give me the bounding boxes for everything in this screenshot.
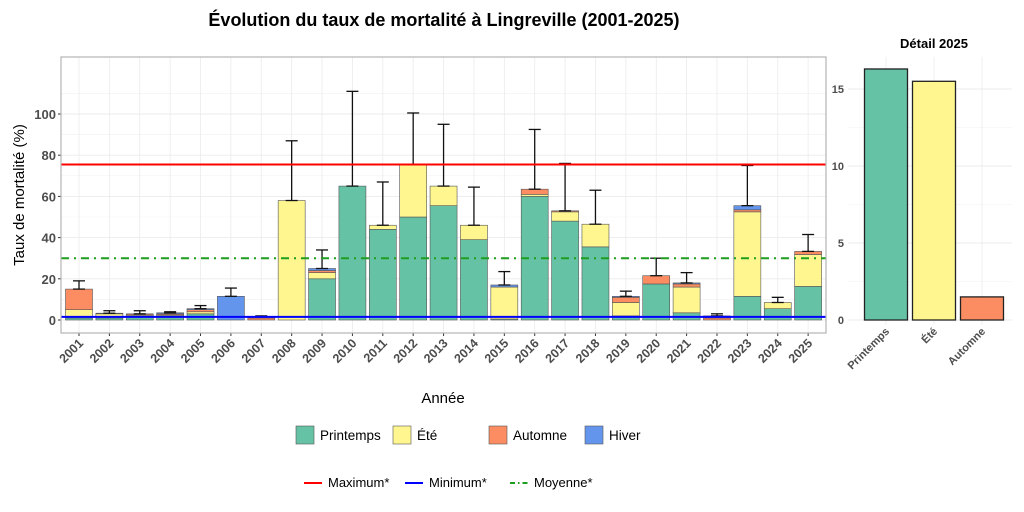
- bar-segment-automne: [186, 309, 215, 313]
- x-tick-label: 2025: [786, 336, 816, 366]
- x-tick-label: 2006: [208, 336, 238, 366]
- y-tick-label: 100: [34, 107, 56, 122]
- x-tick-label: Printemps: [846, 326, 893, 373]
- detail-bar: [911, 80, 957, 321]
- legend-label: Été: [417, 428, 437, 443]
- legend-swatch: [392, 425, 412, 445]
- bar-segment-automne: [65, 288, 93, 311]
- bar-segment-ete: [520, 194, 549, 197]
- x-tick-label: 2022: [695, 336, 725, 366]
- bar-segment-ete: [551, 211, 579, 222]
- bar-segment-ete: [612, 302, 640, 317]
- bar-segment-ete: [672, 286, 701, 314]
- bar-segment-automne: [247, 317, 276, 321]
- chart-title: Évolution du taux de mortalité à Lingrev…: [208, 9, 679, 30]
- y-tick-label: 0: [49, 313, 56, 328]
- y-tick-label: 20: [42, 272, 56, 287]
- bar-segment-printemps: [429, 205, 458, 321]
- x-tick-label: 2013: [421, 336, 451, 366]
- y-tick-label: 10: [832, 161, 844, 173]
- x-tick-label: 2008: [269, 336, 299, 366]
- x-tick-label: 2009: [300, 336, 330, 366]
- bar-segment-printemps: [95, 317, 124, 321]
- bar-segment-ete: [763, 302, 792, 309]
- bar-segment-printemps: [460, 239, 488, 321]
- x-tick-label: 2021: [664, 336, 694, 366]
- bar-segment-automne: [703, 317, 731, 321]
- bar-segment-automne: [642, 275, 671, 285]
- bar-segment-ete: [186, 311, 215, 315]
- bar-segment-printemps: [551, 220, 579, 321]
- legend-label: Printemps: [320, 428, 381, 443]
- detail-title: Détail 2025: [900, 36, 968, 51]
- x-tick-label: 2005: [178, 336, 208, 366]
- x-axis-label: Année: [421, 390, 464, 407]
- x-tick-label: 2014: [451, 336, 481, 366]
- legend-label: Hiver: [609, 428, 641, 443]
- bar-segment-ete: [399, 164, 427, 218]
- bar-segment-automne: [612, 297, 640, 303]
- bar-segment-ete: [733, 211, 762, 297]
- bar-segment-ete: [308, 272, 336, 280]
- bar-segment-automne: [520, 188, 549, 195]
- y-tick-label: 80: [42, 148, 56, 163]
- bar-segment-ete: [581, 223, 610, 248]
- legend-swatch: [584, 425, 604, 445]
- x-tick-label: 2004: [148, 336, 178, 366]
- bar-segment-ete: [490, 286, 519, 320]
- x-tick-label: 2001: [57, 336, 87, 366]
- y-tick-label: 0: [838, 315, 844, 327]
- bar-segment-ete: [277, 200, 306, 321]
- x-tick-label: 2015: [482, 336, 512, 366]
- bar-segment-printemps: [642, 283, 671, 321]
- x-tick-label: 2020: [634, 336, 664, 366]
- x-tick-label: Automne: [946, 326, 988, 368]
- y-tick-label: 40: [42, 231, 56, 246]
- legend-swatch: [295, 425, 315, 445]
- plot-border: [60, 56, 827, 334]
- legend-label: Minimum*: [429, 475, 487, 490]
- x-tick-label: 2023: [725, 336, 755, 366]
- x-tick-label: 2018: [573, 336, 603, 366]
- x-tick-label: 2012: [391, 336, 421, 366]
- x-tick-label: 2019: [603, 336, 633, 366]
- x-tick-label: 2002: [87, 336, 117, 366]
- y-axis-label: Taux de mortalité (%): [11, 124, 28, 266]
- legend-label: Moyenne*: [534, 475, 593, 490]
- bar-segment-ete: [429, 185, 458, 206]
- y-tick-label: 5: [838, 238, 844, 250]
- x-tick-label: Été: [919, 325, 940, 346]
- bar-segment-ete: [460, 224, 488, 240]
- legend-swatch: [488, 425, 508, 445]
- bar-segment-printemps: [338, 185, 367, 321]
- bar-segment-printemps: [399, 216, 427, 321]
- legend-label: Maximum*: [328, 475, 389, 490]
- bar-segment-automne: [308, 270, 336, 273]
- bar-segment-printemps: [368, 229, 397, 321]
- x-tick-label: 2003: [117, 336, 147, 366]
- bar-segment-printemps: [794, 286, 822, 321]
- x-tick-label: 2011: [361, 336, 390, 365]
- x-tick-label: 2007: [239, 336, 269, 366]
- x-tick-label: 2017: [543, 336, 573, 366]
- x-tick-label: 2024: [755, 336, 785, 366]
- x-tick-label: 2010: [330, 336, 360, 366]
- detail-bar: [863, 68, 909, 321]
- bar-segment-automne: [672, 283, 701, 288]
- x-tick-label: 2016: [512, 336, 542, 366]
- bar-segment-automne: [733, 209, 762, 213]
- bar-segment-printemps: [763, 308, 792, 321]
- bar-segment-printemps: [65, 317, 93, 321]
- bar-segment-printemps: [308, 278, 336, 321]
- y-tick-label: 60: [42, 189, 56, 204]
- detail-bar: [959, 296, 1005, 321]
- bar-segment-ete: [794, 254, 822, 287]
- y-tick-label: 15: [832, 84, 844, 96]
- legend-label: Automne: [513, 428, 567, 443]
